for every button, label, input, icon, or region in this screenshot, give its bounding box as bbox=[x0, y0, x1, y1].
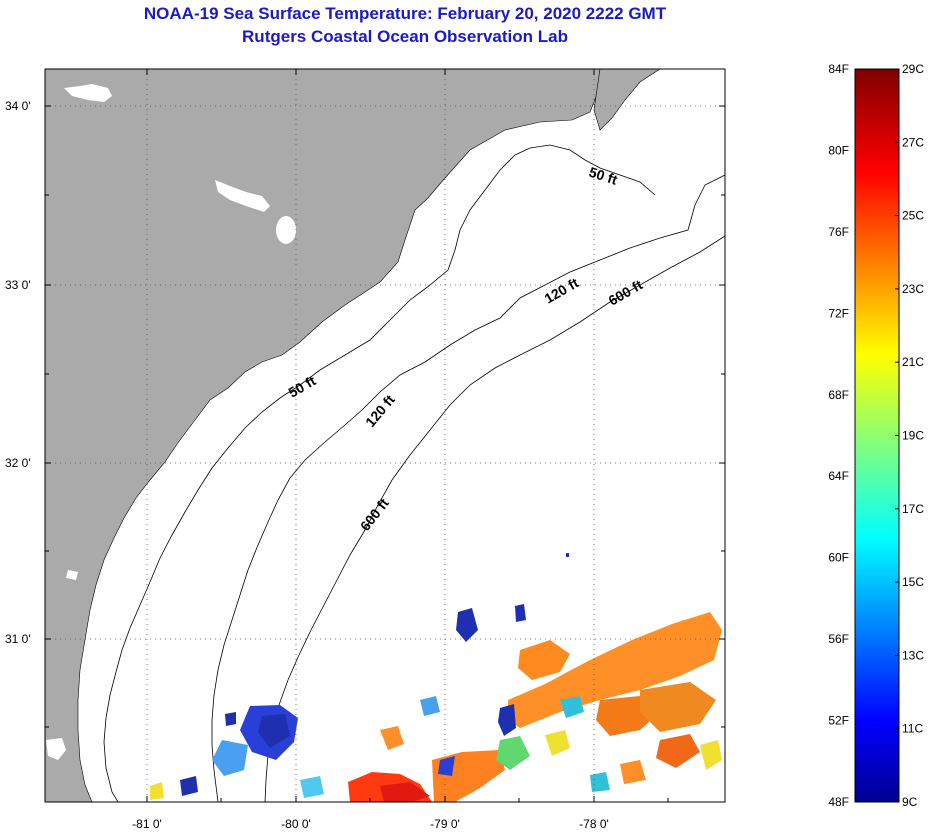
map-ticks bbox=[45, 69, 725, 802]
colorbar-label-f: 76F bbox=[828, 225, 849, 239]
map-grid bbox=[45, 69, 725, 802]
contour-50ft bbox=[103, 144, 656, 802]
colorbar-label-c: 9C bbox=[902, 795, 918, 809]
colorbar-label-c: 11C bbox=[902, 722, 923, 736]
colorbar-label-f: 64F bbox=[828, 469, 849, 483]
inland-lake bbox=[46, 738, 66, 760]
colorbar-label-f: 52F bbox=[828, 714, 849, 728]
map-title: NOAA-19 Sea Surface Temperature: Februar… bbox=[143, 4, 667, 23]
map-frame bbox=[44, 68, 726, 803]
colorbar-gradient bbox=[854, 68, 900, 803]
lat-label: 32 0' bbox=[5, 456, 31, 470]
lat-label: 34 0' bbox=[5, 99, 31, 113]
inland-lake bbox=[64, 84, 112, 102]
colorbar-label-c: 25C bbox=[902, 209, 924, 223]
cape-fear-land bbox=[593, 69, 661, 131]
lat-label: 31 0' bbox=[5, 632, 31, 646]
colorbar-label-c: 21C bbox=[902, 355, 924, 369]
colorbar-label-c: 19C bbox=[902, 429, 924, 443]
inland-lake bbox=[66, 570, 78, 580]
sst-map: 50 ft 50 ft 120 ft 120 ft 600 ft 600 ft … bbox=[5, 68, 726, 831]
inland-lake bbox=[276, 216, 296, 244]
map-subtitle: Rutgers Coastal Ocean Observation Lab bbox=[242, 27, 568, 46]
lon-label: -79 0' bbox=[430, 817, 460, 831]
colorbar-label-f: 80F bbox=[828, 143, 849, 157]
colorbar-label-c: 29C bbox=[902, 62, 924, 76]
contour-120ft bbox=[211, 174, 725, 802]
colorbar-label-f: 68F bbox=[828, 388, 849, 402]
colorbar-label-c: 15C bbox=[902, 575, 924, 589]
lon-label: -81 0' bbox=[132, 817, 162, 831]
lon-label: -78 0' bbox=[579, 817, 609, 831]
colorbar-label-c: 17C bbox=[902, 502, 924, 516]
colorbar-label-f: 56F bbox=[828, 632, 849, 646]
colorbar-label-f: 72F bbox=[828, 306, 849, 320]
sst-data-layer bbox=[150, 553, 722, 802]
colorbar-label-f: 60F bbox=[828, 551, 849, 565]
land-mass bbox=[45, 69, 601, 802]
colorbar-label-c: 27C bbox=[902, 135, 924, 149]
colorbar-label-c: 23C bbox=[902, 282, 924, 296]
lat-label: 33 0' bbox=[5, 278, 31, 292]
colorbar-label-f: 48F bbox=[828, 795, 849, 809]
colorbar-label-f: 84F bbox=[828, 62, 849, 76]
inland-lake bbox=[215, 180, 270, 212]
colorbar-label-c: 13C bbox=[902, 648, 924, 662]
lon-label: -80 0' bbox=[281, 817, 311, 831]
contour-600ft bbox=[264, 235, 725, 802]
